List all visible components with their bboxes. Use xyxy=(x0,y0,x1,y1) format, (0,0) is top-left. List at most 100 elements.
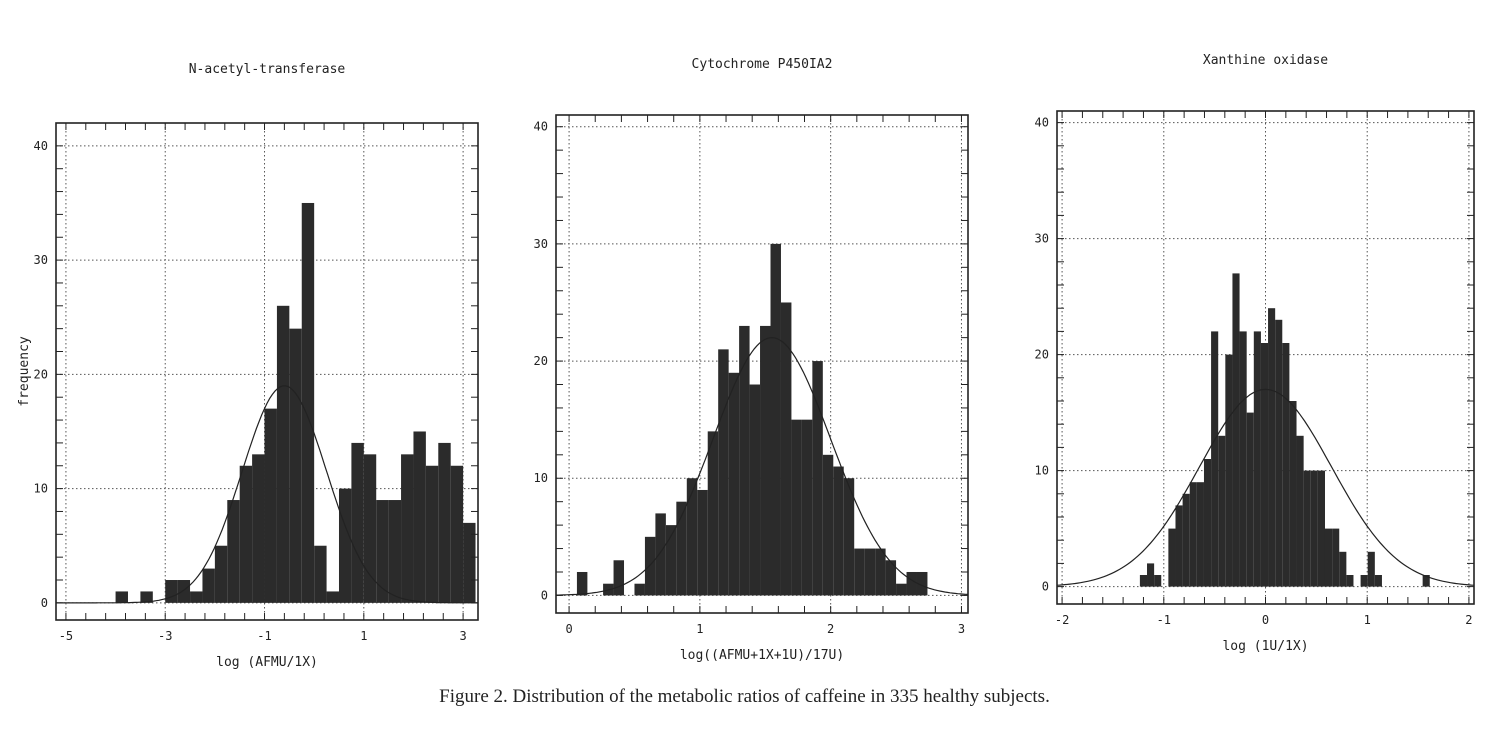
histogram-bar xyxy=(264,408,277,603)
y-tick-label: 10 xyxy=(534,471,548,485)
y-tick-label: 10 xyxy=(1035,464,1049,478)
histogram-bar xyxy=(413,431,426,603)
histogram-bar xyxy=(634,583,645,596)
histogram-bar xyxy=(401,454,414,603)
chart-title: Xanthine oxidase xyxy=(1203,53,1328,68)
histogram-bar xyxy=(425,465,439,603)
histogram-bar xyxy=(822,454,834,596)
x-tick-label: 0 xyxy=(565,622,572,636)
histogram-bar xyxy=(1282,343,1290,587)
x-axis-label: log((AFMU+1X+1U)/17U) xyxy=(680,648,844,663)
y-tick-label: 0 xyxy=(541,588,548,602)
x-tick-label: 1 xyxy=(696,622,703,636)
histogram-bar xyxy=(686,478,698,596)
x-tick-label: -5 xyxy=(59,629,73,643)
histogram-bar xyxy=(1317,470,1325,587)
plot-frame xyxy=(55,122,479,621)
y-tick-label: 30 xyxy=(34,253,48,267)
fit-curve xyxy=(1056,388,1475,586)
histogram-bar xyxy=(1324,528,1333,587)
histogram-bar xyxy=(1246,412,1254,587)
histogram-bar xyxy=(1253,331,1261,587)
x-tick-label: 0 xyxy=(1262,613,1269,627)
histogram-bar xyxy=(326,591,339,603)
histogram-bar xyxy=(885,560,897,596)
y-tick-label: 30 xyxy=(534,237,548,251)
histogram-bar xyxy=(576,571,588,596)
y-tick-label: 20 xyxy=(534,354,548,368)
histogram-bar xyxy=(718,349,729,596)
x-axis-label: log (AFMU/1X) xyxy=(216,655,318,670)
histogram-bar xyxy=(728,372,740,596)
y-tick-label: 0 xyxy=(1042,580,1049,594)
histogram-bar xyxy=(1154,575,1162,587)
fit-curve xyxy=(556,336,969,596)
histogram-bar xyxy=(463,522,476,603)
histogram-panel-nat: N-acetyl-transferase-5 -3 -1 1 3010203040log… xyxy=(17,62,479,670)
histogram-bar xyxy=(1211,331,1219,587)
histogram-bar xyxy=(1374,575,1382,587)
x-tick-label: 3 xyxy=(958,622,965,636)
histogram-bar xyxy=(707,431,719,596)
figure-caption: Figure 2. Distribution of the metabolic … xyxy=(439,686,1050,707)
histogram-bar xyxy=(1303,470,1311,587)
histogram-bar xyxy=(1175,505,1183,587)
histogram-bar xyxy=(760,325,771,596)
y-axis-label: frequency xyxy=(17,336,32,407)
histogram-bar xyxy=(791,419,802,596)
chart-title: Cytochrome P450IA2 xyxy=(692,57,833,72)
histogram-bar xyxy=(1367,551,1375,587)
histogram-bar xyxy=(351,442,364,603)
y-tick-label: 40 xyxy=(1035,116,1049,130)
x-tick-label: 2 xyxy=(1465,613,1472,627)
histogram-bar xyxy=(450,465,464,603)
histogram-bar xyxy=(1203,459,1212,587)
x-tick-label: 1 xyxy=(1364,613,1371,627)
histogram-bar xyxy=(1225,354,1233,587)
histogram-bar xyxy=(1346,575,1354,587)
histogram-bar xyxy=(1147,563,1155,587)
x-tick-label: 2 xyxy=(827,622,834,636)
x-tick-label: 3 xyxy=(459,629,466,643)
histogram-bar xyxy=(1310,470,1318,587)
histogram-bar xyxy=(140,591,153,603)
y-tick-label: 10 xyxy=(34,482,48,496)
y-tick-label: 20 xyxy=(1035,348,1049,362)
plot-frame xyxy=(555,114,969,614)
x-tick-label: -2 xyxy=(1055,613,1069,627)
x-tick-label: -1 xyxy=(1157,613,1171,627)
histogram-bar xyxy=(697,489,708,596)
histogram-bar xyxy=(1289,401,1297,587)
histogram-bar xyxy=(1239,331,1247,587)
histogram-bar xyxy=(1260,343,1269,587)
histogram-bar xyxy=(644,536,656,596)
histogram-bar xyxy=(770,243,781,596)
histogram-bar xyxy=(1168,528,1176,587)
histogram-bar xyxy=(301,202,315,603)
histogram-bar xyxy=(1182,493,1190,587)
histogram-bar xyxy=(1218,435,1226,587)
y-tick-label: 0 xyxy=(41,596,48,610)
histogram-bar xyxy=(227,500,240,603)
histogram-bar xyxy=(833,466,844,596)
histogram-bar xyxy=(214,545,228,603)
histogram-bar xyxy=(202,568,215,603)
histogram-bar xyxy=(854,548,865,596)
histogram-bar xyxy=(749,384,761,596)
y-tick-label: 40 xyxy=(34,139,48,153)
x-axis-label: log (1U/1X) xyxy=(1222,639,1308,654)
histogram-bar xyxy=(314,545,327,603)
histogram-bar xyxy=(1232,273,1240,587)
histogram-bar xyxy=(376,500,389,603)
chart-title: N-acetyl-transferase xyxy=(189,62,346,77)
histogram-bar xyxy=(165,580,178,603)
histogram-bar xyxy=(896,583,907,596)
histogram-bar xyxy=(875,548,886,596)
histogram-bar xyxy=(190,591,203,603)
x-tick-label: -1 xyxy=(257,629,271,643)
x-tick-label: 1 xyxy=(360,629,367,643)
histogram-bar xyxy=(1268,308,1276,587)
histogram-bar xyxy=(388,500,402,603)
histogram-bar xyxy=(1332,528,1340,587)
